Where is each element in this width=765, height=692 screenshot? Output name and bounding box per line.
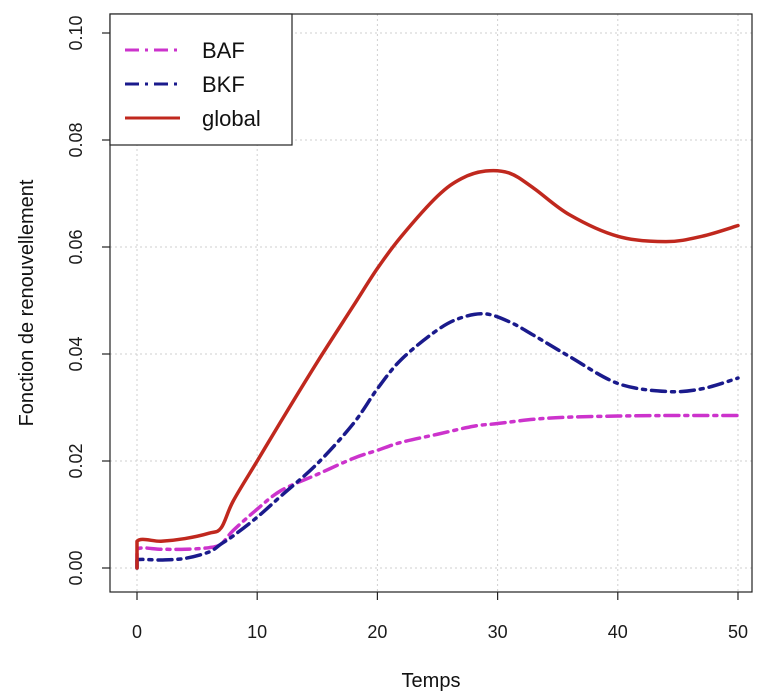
y-tick-label: 0.08 bbox=[66, 122, 86, 157]
y-tick-label: 0.04 bbox=[66, 336, 86, 371]
series-line-baf bbox=[135, 413, 740, 570]
series-line-bkf bbox=[135, 311, 740, 570]
x-tick-label: 40 bbox=[608, 622, 628, 642]
x-tick-label: 0 bbox=[132, 622, 142, 642]
axes: 0 10 20 30 40 50 0.00 0.02 0.04 0.06 0.08 0.10 bbox=[66, 15, 748, 642]
x-axis-title: Temps bbox=[402, 670, 461, 692]
plot-border bbox=[109, 13, 753, 593]
legend: BAF BKF global bbox=[109, 13, 293, 146]
y-tick-label: 0.06 bbox=[66, 229, 86, 264]
series-line-global bbox=[135, 168, 740, 570]
legend-box bbox=[109, 13, 293, 146]
y-tick-label: 0.10 bbox=[66, 15, 86, 50]
y-tick-label: 0.00 bbox=[66, 550, 86, 585]
legend-label-global: global bbox=[202, 106, 261, 131]
series-lines bbox=[135, 168, 740, 570]
y-axis-title: Fonction de renouvellement bbox=[16, 179, 38, 426]
x-tick-label: 10 bbox=[247, 622, 267, 642]
x-tick-label: 20 bbox=[367, 622, 387, 642]
x-tick-label: 30 bbox=[488, 622, 508, 642]
y-tick-label: 0.02 bbox=[66, 443, 86, 478]
x-tick-label: 50 bbox=[728, 622, 748, 642]
legend-label-bkf: BKF bbox=[202, 72, 245, 97]
legend-label-baf: BAF bbox=[202, 38, 245, 63]
